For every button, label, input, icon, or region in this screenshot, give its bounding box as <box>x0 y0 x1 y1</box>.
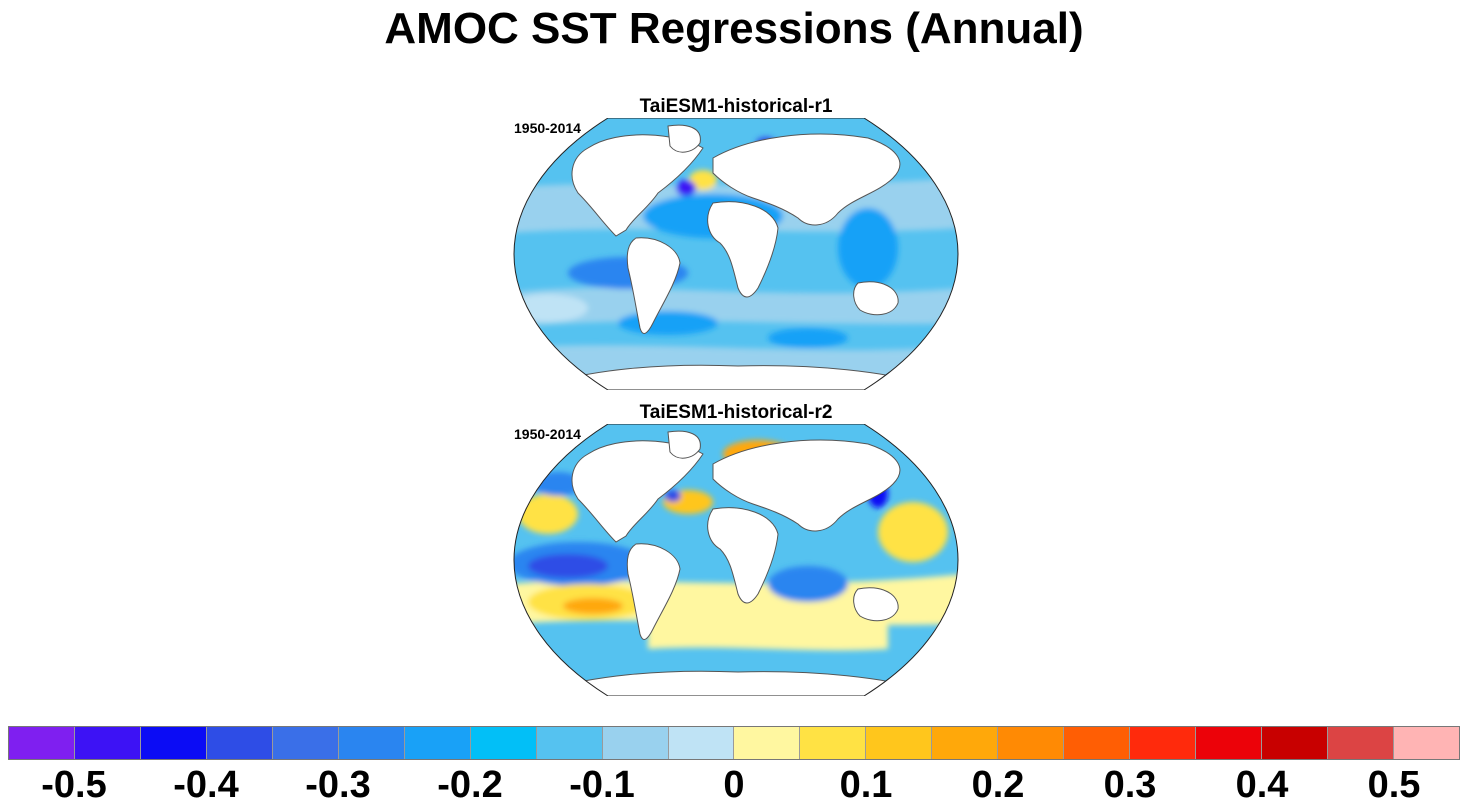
south-america <box>626 543 681 640</box>
world-map <box>513 118 959 390</box>
colorbar-swatch <box>404 727 471 759</box>
colorbar-swatch <box>998 727 1065 759</box>
colorbar-swatch <box>74 727 141 759</box>
colorbar <box>8 726 1460 760</box>
sst-band <box>648 615 888 651</box>
sst-band <box>514 288 958 328</box>
sst-anomaly <box>689 170 717 190</box>
colorbar-labels: -0.5 -0.4 -0.3 -0.2 -0.1 0 0.1 0.2 0.3 0.4 0.5 <box>8 758 1460 808</box>
colorbar-swatch <box>866 727 933 759</box>
colorbar-swatch <box>800 727 867 759</box>
africa <box>707 201 779 298</box>
sst-anomaly <box>618 311 718 335</box>
map-panel-r1: TaiESM1-historical-r1 1950-2014 <box>508 96 964 390</box>
panel-title: TaiESM1-historical-r2 <box>639 402 833 423</box>
sst-anomaly <box>768 566 848 602</box>
colorbar-swatch <box>932 727 999 759</box>
colorbar-swatch <box>1262 727 1329 759</box>
colorbar-swatch <box>338 727 405 759</box>
africa <box>707 507 779 604</box>
colorbar-swatch <box>272 727 339 759</box>
colorbar-swatch <box>1130 727 1197 759</box>
sst-anomaly <box>563 598 623 614</box>
colorbar-tick-label: -0.3 <box>305 764 371 806</box>
colorbar-swatch <box>470 727 537 759</box>
sst-anomaly <box>518 494 578 534</box>
figure-title: AMOC SST Regressions (Annual) <box>384 4 1084 53</box>
colorbar-swatch <box>668 727 735 759</box>
map-panel-r2: TaiESM1-historical-r2 1950-2014 <box>508 402 964 696</box>
colorbar-tick-label: -0.2 <box>437 764 503 806</box>
colorbar-tick-label: 0.2 <box>971 764 1025 806</box>
panel-period: 1950-2014 <box>514 120 581 136</box>
colorbar-tick-label: -0.4 <box>173 764 239 806</box>
sst-anomaly <box>676 180 696 196</box>
colorbar-swatch <box>1394 727 1459 759</box>
colorbar-swatch <box>9 727 75 759</box>
australia <box>853 587 899 622</box>
colorbar-tick-label: -0.1 <box>569 764 635 806</box>
colorbar-tick-label: 0.3 <box>1103 764 1157 806</box>
colorbar-tick-label: 0.5 <box>1367 764 1421 806</box>
sst-anomaly <box>514 294 588 322</box>
colorbar-swatch <box>1064 727 1131 759</box>
south-america <box>626 237 681 334</box>
sst-anomaly <box>878 502 948 562</box>
colorbar-swatch <box>140 727 207 759</box>
panel-period: 1950-2014 <box>514 426 581 442</box>
panel-title: TaiESM1-historical-r1 <box>639 96 833 117</box>
colorbar-swatch <box>602 727 669 759</box>
colorbar-tick-label: 0.4 <box>1235 764 1289 806</box>
colorbar-swatch <box>1328 727 1395 759</box>
world-map <box>513 424 959 696</box>
sst-anomaly <box>768 328 848 348</box>
colorbar-swatch <box>206 727 273 759</box>
eurasia <box>712 439 901 532</box>
sst-anomaly <box>528 554 608 578</box>
colorbar-tick-label: -0.5 <box>41 764 107 806</box>
australia <box>853 281 899 316</box>
colorbar-tick-label: 0.1 <box>839 764 893 806</box>
colorbar-tick-label: 0 <box>723 764 745 806</box>
greenland <box>667 430 701 459</box>
greenland <box>667 124 701 153</box>
sst-anomaly <box>665 490 681 502</box>
colorbar-swatch <box>536 727 603 759</box>
sst-anomaly <box>838 208 898 288</box>
colorbar-swatch <box>1196 727 1263 759</box>
colorbar-swatch <box>734 727 801 759</box>
eurasia <box>712 133 901 226</box>
